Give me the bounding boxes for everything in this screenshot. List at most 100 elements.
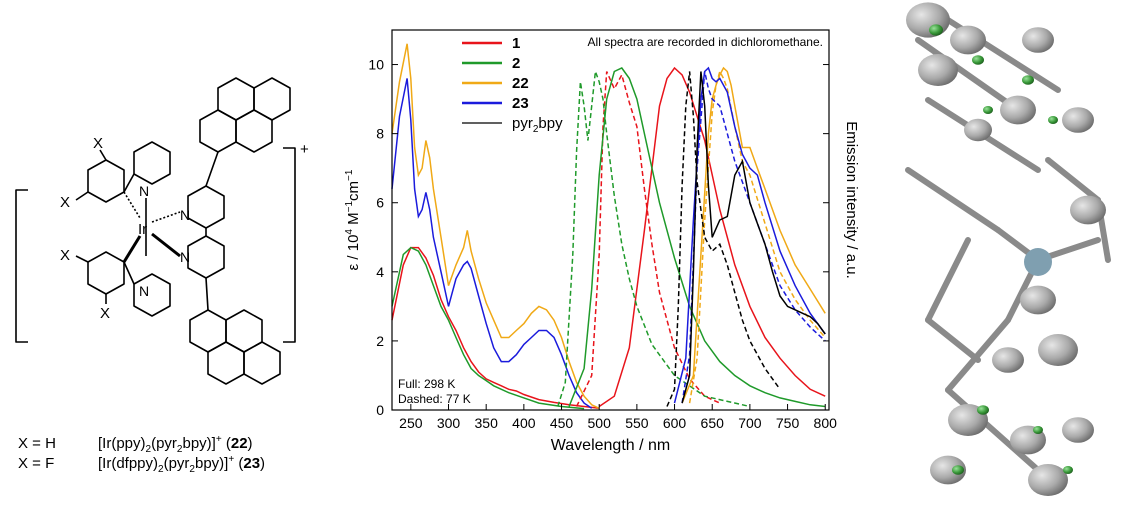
orbital-visualization-panel [888, 0, 1122, 512]
x-tick-label: 600 [663, 415, 687, 431]
series-line-23-absorption-298k [391, 78, 593, 409]
orbital-lobe [1020, 285, 1056, 315]
axis-ticks: 250 300 350 400 450 500 550 600 650 700 750 800 0 2 4 6… [368, 57, 837, 431]
series-line-1-emission-77k [575, 71, 721, 407]
nitrogen-label-3: N [180, 249, 190, 265]
solvent-annotation: All spectra are recorded in dichlorometh… [588, 35, 823, 49]
bpy-upper-ring [187, 185, 225, 229]
molecule-bonds [905, 17, 1111, 473]
substituent-x-mid: X [60, 194, 70, 211]
orbital-lobe [918, 54, 958, 86]
series-line-1-absorption-298k [391, 246, 600, 410]
structure-drawing: X X X X Ir N N N N + [15, 77, 309, 385]
y-axis-label-right: Emission intensity / a.u. [843, 121, 860, 279]
series-line-22-absorption-298k [391, 43, 600, 409]
condition-full-label: Full: 298 K [398, 377, 455, 391]
y-tick-label: 6 [376, 195, 384, 211]
variant-h-label: X = H [Ir(ppy)2(pyr2bpy)]+ (22) [18, 434, 253, 455]
lower-phenyl-ring [87, 251, 125, 295]
series-line-pyr2bpy-emission-298k [681, 71, 826, 404]
bond [915, 37, 1021, 113]
orbital-rendering [905, 2, 1111, 496]
orbital-lobe-green [1022, 75, 1034, 85]
orbital-lobe [950, 25, 986, 55]
variant-f-label: X = F [Ir(dfppy)2(pyr2bpy)]+ (23) [18, 454, 266, 475]
x-tick-label: 250 [399, 415, 423, 431]
nitrogen-label-2: N [180, 207, 190, 223]
bond [945, 317, 1011, 393]
charge-label: + [300, 141, 309, 158]
y-tick-label: 8 [376, 126, 384, 142]
x-tick-label: 500 [588, 415, 612, 431]
legend-label: 23 [512, 95, 529, 112]
x-tick-label: 400 [512, 415, 536, 431]
x-tick-label: 550 [625, 415, 649, 431]
orbital-lobe [930, 455, 966, 485]
bond [905, 167, 1001, 233]
plot-frame [391, 29, 830, 411]
x-tick-label: 300 [437, 415, 461, 431]
iridium-label: Ir [138, 221, 147, 238]
series-line-pyr2bpy-emission-77k [666, 71, 781, 407]
orbital-lobe-green [1063, 466, 1073, 474]
orbital-lobe-green [1048, 116, 1058, 124]
series-line-1-emission-298k [598, 66, 826, 408]
molecular-structure-panel: X X X X Ir N N N N + X = H [Ir(ppy)2(pyr2… [0, 0, 330, 512]
left-bracket [15, 189, 28, 343]
orbital-lobe-green [977, 405, 989, 415]
iridium-center [1024, 248, 1052, 276]
x-tick-label: 650 [701, 415, 725, 431]
nitrogen-label-1: N [139, 183, 149, 199]
series-line-23-emission-298k [673, 66, 826, 404]
orbital-lobe [1070, 195, 1106, 225]
upper-pyridine-ring [133, 141, 171, 185]
orbital-lobe-green [929, 24, 943, 36]
x-tick-label: 350 [475, 415, 499, 431]
y-tick-label: 0 [376, 402, 384, 418]
y-tick-label: 2 [376, 333, 384, 349]
x-tick-label: 750 [776, 415, 800, 431]
substituent-x-bottom: X [100, 305, 110, 322]
orbital-lobe [1062, 107, 1094, 133]
orbital-lobe [1022, 27, 1054, 53]
bond [1045, 157, 1101, 203]
legend-label: 1 [512, 35, 520, 52]
right-bracket [283, 147, 296, 343]
orbital-lobe-green [983, 106, 993, 114]
orbital-lobe [964, 118, 992, 142]
bond [925, 317, 981, 363]
bond [925, 237, 971, 323]
series-line-22-emission-298k [681, 66, 826, 404]
y-tick-label: 4 [376, 264, 384, 280]
orbital-lobe-green [972, 55, 984, 65]
orbital-lobe [1062, 417, 1094, 443]
x-axis-label: Wavelength / nm [551, 437, 670, 454]
x-tick-label: 800 [814, 415, 838, 431]
series-line-2-emission-298k [568, 67, 826, 408]
upper-phenyl-ring [87, 159, 125, 203]
condition-dashed-label: Dashed: 77 K [398, 392, 471, 406]
orbital-lobes [906, 2, 1106, 496]
x-tick-label: 450 [550, 415, 574, 431]
substituent-x-lower: X [60, 247, 70, 264]
lower-pyridine-ring [133, 273, 171, 317]
substituent-x-top: X [93, 135, 103, 152]
spectra-chart-panel: 250 300 350 400 450 500 550 600 650 700 750 800 0 2 4 6… [330, 0, 890, 512]
orbital-lobe-green [1033, 426, 1043, 434]
y-axis-label-left: ε / 104 M−1cm−1 [344, 169, 362, 270]
orbital-lobe [1038, 334, 1078, 366]
spectra-chart: 250 300 350 400 450 500 550 600 650 700 750 800 0 2 4 6… [344, 29, 860, 454]
orbital-lobe [992, 347, 1024, 373]
orbital-lobe-green [952, 465, 964, 475]
orbital-lobe [1028, 464, 1068, 496]
bpy-lower-ring [187, 235, 225, 279]
x-tick-label: 700 [738, 415, 762, 431]
series-line-23-emission-77k [681, 71, 826, 404]
nitrogen-label-4: N [139, 283, 149, 299]
legend-label: pyr2bpy [512, 115, 563, 135]
series-lines [391, 43, 826, 410]
y-tick-label: 10 [368, 57, 384, 73]
orbital-lobe [906, 2, 950, 38]
legend-label: 2 [512, 55, 520, 72]
